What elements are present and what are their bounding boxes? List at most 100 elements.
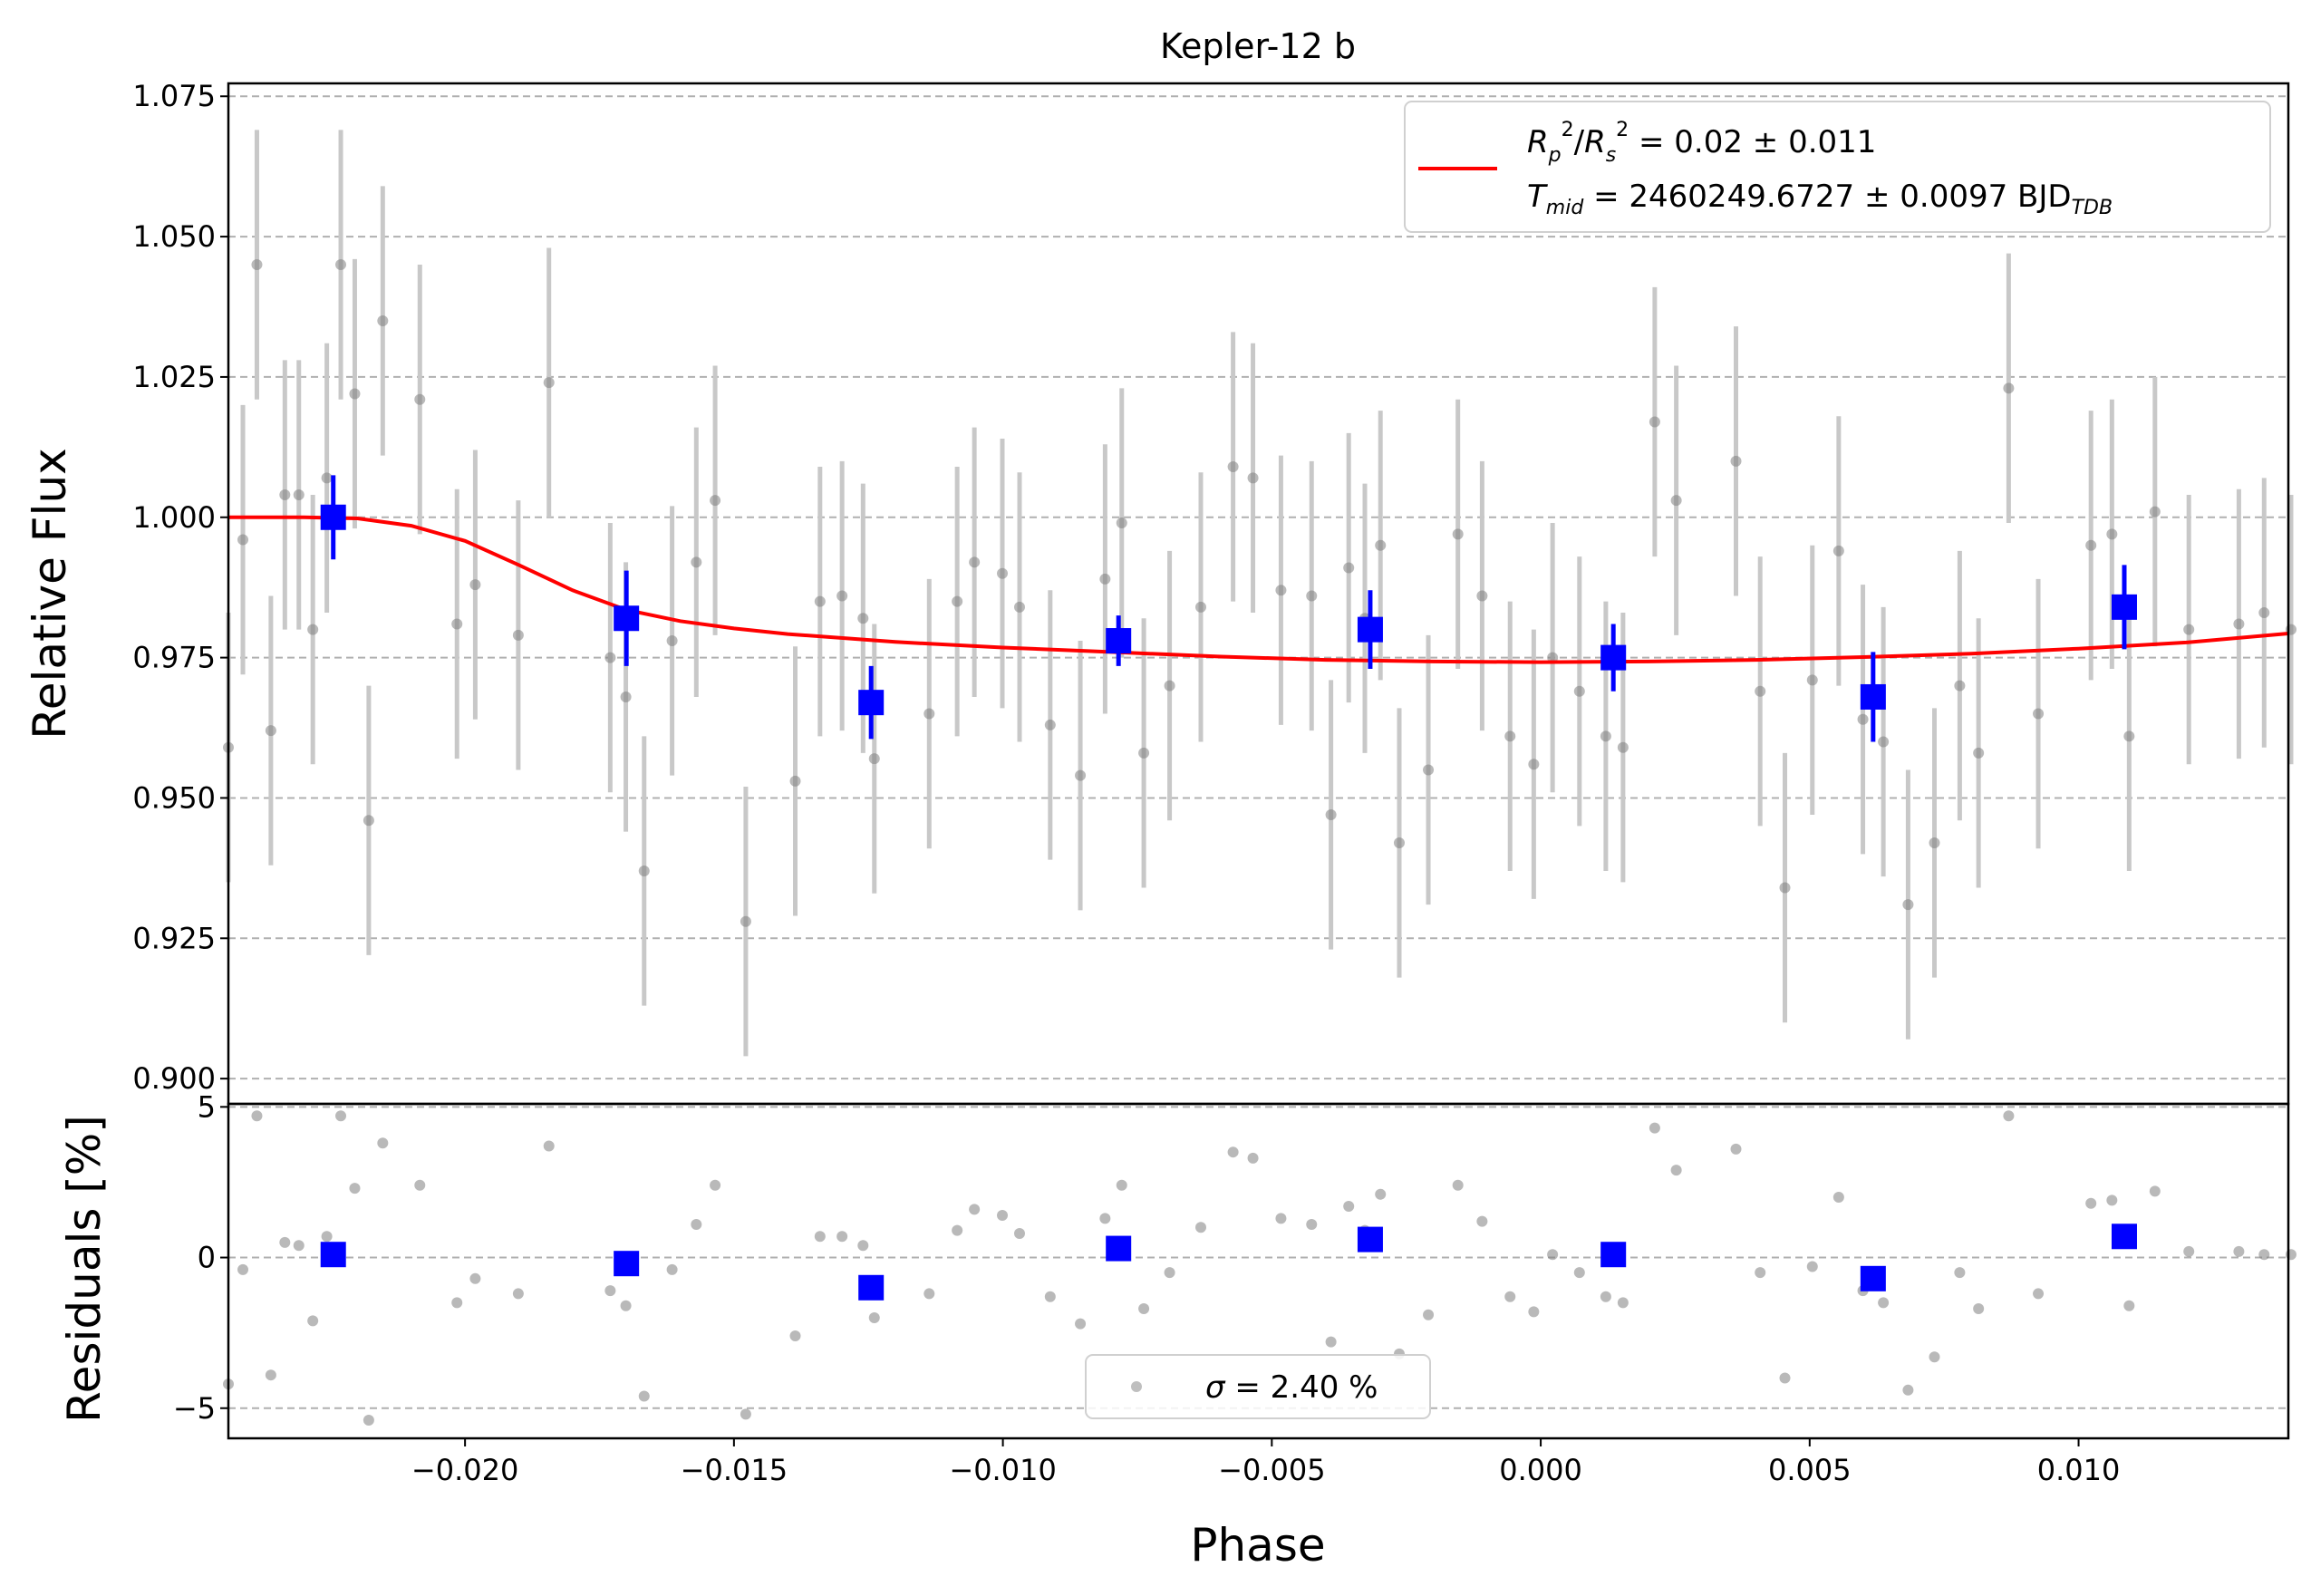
residual-point bbox=[969, 1204, 981, 1215]
raw-point bbox=[2033, 708, 2045, 720]
residual-point bbox=[1878, 1297, 1890, 1309]
residual-point bbox=[710, 1179, 721, 1191]
main-binned-points bbox=[320, 475, 2137, 742]
raw-point bbox=[279, 488, 291, 500]
raw-point bbox=[969, 556, 981, 568]
main-y-tick-label: 1.050 bbox=[132, 219, 216, 254]
residual-point bbox=[2085, 1197, 2097, 1209]
raw-point bbox=[691, 556, 702, 568]
raw-point bbox=[2123, 730, 2135, 742]
residual-point bbox=[952, 1224, 963, 1236]
raw-point bbox=[1573, 685, 1585, 697]
main-y-tick-label: 1.075 bbox=[132, 79, 216, 113]
raw-point bbox=[349, 388, 361, 400]
residual-point bbox=[2033, 1288, 2045, 1300]
raw-point bbox=[237, 534, 249, 546]
raw-point bbox=[1164, 680, 1175, 692]
x-tick-label: −0.005 bbox=[1218, 1453, 1325, 1487]
raw-point bbox=[1325, 809, 1337, 821]
raw-point bbox=[1075, 769, 1087, 781]
residual-point bbox=[997, 1210, 1009, 1221]
raw-point bbox=[620, 691, 632, 702]
raw-point bbox=[1227, 461, 1239, 473]
residual-point bbox=[923, 1288, 935, 1300]
raw-point bbox=[1476, 590, 1488, 602]
binned-point bbox=[2111, 594, 2137, 620]
raw-point bbox=[836, 590, 848, 602]
raw-point bbox=[512, 629, 524, 641]
residual-point bbox=[512, 1288, 524, 1300]
residual-point bbox=[814, 1231, 826, 1243]
residual-point bbox=[1954, 1267, 1966, 1279]
main-y-tick-label: 0.950 bbox=[132, 780, 216, 815]
raw-point bbox=[1423, 764, 1435, 776]
raw-point bbox=[307, 624, 319, 635]
x-axis-label: Phase bbox=[1190, 1519, 1325, 1572]
residual-point bbox=[1547, 1249, 1559, 1261]
residual-point bbox=[620, 1300, 632, 1311]
residual-point bbox=[2123, 1300, 2135, 1311]
residual-raw-points bbox=[223, 1110, 2296, 1427]
raw-point bbox=[1504, 730, 1516, 742]
raw-point bbox=[1857, 713, 1869, 725]
binned-point bbox=[1860, 683, 1886, 710]
residual-point bbox=[543, 1140, 555, 1152]
raw-point bbox=[1528, 759, 1540, 770]
main-y-tick-label: 0.925 bbox=[132, 921, 216, 955]
residual-point bbox=[1730, 1143, 1742, 1155]
legend-ratio-label: Rp2/Rs2 = 0.02 ± 0.011 bbox=[1527, 119, 1876, 167]
raw-point bbox=[1044, 719, 1056, 730]
raw-point bbox=[1275, 585, 1287, 596]
residual-point bbox=[789, 1330, 801, 1341]
raw-point bbox=[604, 652, 616, 663]
residual-point bbox=[1755, 1267, 1766, 1279]
residual-y-tick-label: 0 bbox=[198, 1241, 216, 1275]
raw-point bbox=[251, 259, 263, 271]
legend-residual-swatch bbox=[1131, 1381, 1142, 1392]
residual-point bbox=[1044, 1291, 1056, 1302]
raw-point bbox=[265, 725, 276, 737]
raw-point bbox=[1929, 837, 1940, 848]
residual-y-tick-label: 5 bbox=[198, 1089, 216, 1124]
raw-point bbox=[1099, 573, 1111, 585]
residual-point bbox=[1116, 1179, 1127, 1191]
residual-point bbox=[868, 1312, 880, 1324]
residual-y-ticks: −5 0 5 bbox=[173, 1089, 228, 1426]
main-model-curve bbox=[228, 515, 2289, 664]
raw-point bbox=[1617, 741, 1629, 753]
residual-legend: σ = 2.40 % bbox=[1085, 1354, 1431, 1419]
residual-point bbox=[279, 1236, 291, 1248]
residual-point bbox=[1325, 1336, 1337, 1348]
chart-title: Kepler-12 b bbox=[1160, 26, 1356, 66]
residual-binned-point bbox=[858, 1274, 885, 1301]
residual-point bbox=[1902, 1384, 1914, 1396]
raw-point bbox=[1649, 416, 1660, 428]
model-line bbox=[228, 515, 2289, 664]
residual-point bbox=[1973, 1303, 1985, 1315]
binned-point bbox=[1106, 628, 1132, 654]
raw-point bbox=[2258, 607, 2270, 619]
x-tick-label: −0.010 bbox=[949, 1453, 1056, 1487]
main-legend-box bbox=[1404, 101, 2271, 233]
raw-point bbox=[1730, 455, 1742, 467]
residual-point bbox=[1929, 1351, 1940, 1363]
residual-point bbox=[666, 1263, 678, 1275]
x-tick-label: −0.020 bbox=[411, 1453, 518, 1487]
raw-point bbox=[1138, 747, 1150, 759]
residual-point bbox=[1649, 1122, 1660, 1134]
residual-point bbox=[1275, 1213, 1287, 1224]
raw-point bbox=[321, 472, 333, 484]
residual-point bbox=[335, 1110, 347, 1122]
raw-point bbox=[1954, 680, 1966, 692]
residual-binned-point bbox=[1600, 1242, 1627, 1268]
residual-point bbox=[1227, 1146, 1239, 1158]
residual-point bbox=[237, 1263, 249, 1275]
raw-point bbox=[2003, 382, 2015, 394]
binned-point bbox=[858, 690, 885, 716]
binned-point bbox=[320, 504, 346, 530]
residual-binned-point bbox=[320, 1242, 346, 1268]
residual-point bbox=[293, 1240, 305, 1252]
x-tick-label: 0.000 bbox=[1499, 1453, 1582, 1487]
raw-point bbox=[1452, 528, 1464, 540]
residual-point bbox=[251, 1110, 263, 1122]
